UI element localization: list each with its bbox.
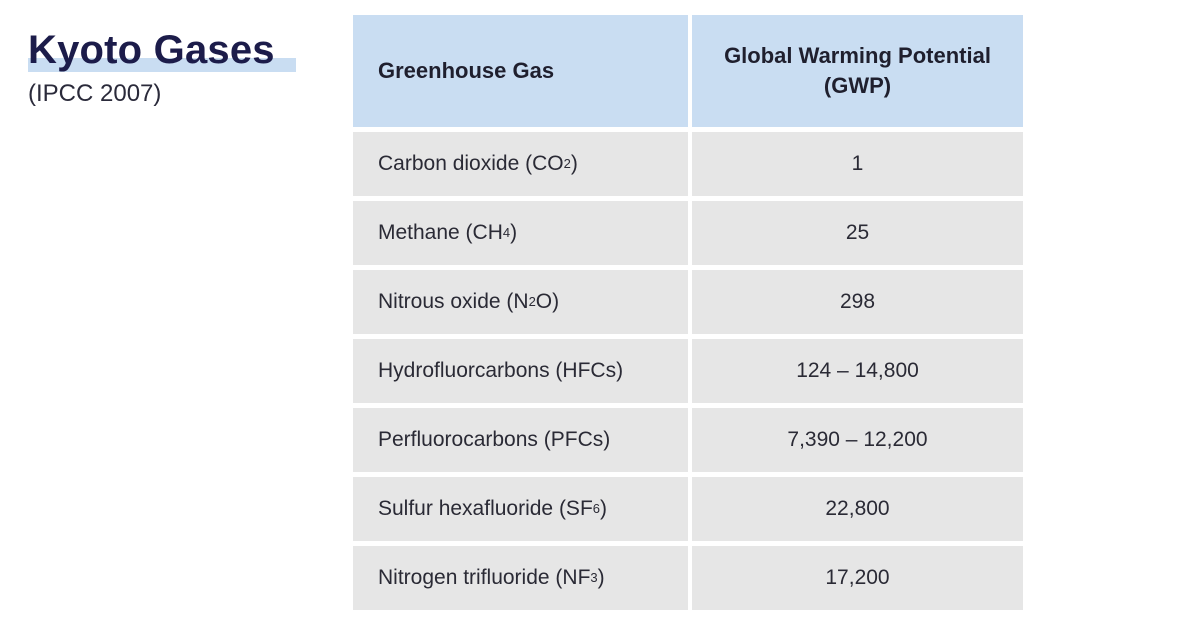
page-title: Kyoto Gases [28, 28, 275, 72]
title-highlight [28, 58, 296, 72]
gwp-value: 22,800 [692, 477, 1023, 541]
gas-suffix: ) [597, 566, 605, 589]
gas-suffix: O) [535, 290, 560, 313]
gas-name-cell: Perfluorocarbons (PFCs) [353, 408, 688, 472]
gas-name: Nitrous oxide (N [378, 290, 529, 313]
page-subtitle: (IPCC 2007) [28, 80, 162, 107]
gas-name: Hydrofluorcarbons (HFCs) [378, 359, 624, 382]
gas-name: Perfluorocarbons (PFCs) [378, 428, 611, 451]
gwp-value: 1 [692, 132, 1023, 196]
gas-suffix: ) [600, 497, 608, 520]
title-block: Kyoto Gases (IPCC 2007) [28, 26, 296, 108]
gas-name-cell: Hydrofluorcarbons (HFCs) [353, 339, 688, 403]
gas-suffix: ) [570, 152, 578, 175]
table-row: Nitrogen trifluoride (NF 3) 17,200 [353, 546, 1023, 610]
gas-name-cell: Methane (CH 4) [353, 201, 688, 265]
gas-name: Methane (CH [378, 221, 503, 244]
gas-suffix: ) [510, 221, 518, 244]
gas-name: Sulfur hexafluoride (SF [378, 497, 593, 520]
table-header-row: Greenhouse Gas Global Warming Potential … [353, 15, 1023, 127]
gas-name-cell: Nitrogen trifluoride (NF 3) [353, 546, 688, 610]
gwp-table: Greenhouse Gas Global Warming Potential … [353, 15, 1023, 615]
gas-name-cell: Sulfur hexafluoride (SF 6) [353, 477, 688, 541]
gwp-value: 7,390 – 12,200 [692, 408, 1023, 472]
gas-name: Carbon dioxide (CO [378, 152, 564, 175]
table-row: Perfluorocarbons (PFCs) 7,390 – 12,200 [353, 408, 1023, 472]
column-header-gwp: Global Warming Potential (GWP) [692, 15, 1023, 127]
table-row: Hydrofluorcarbons (HFCs) 124 – 14,800 [353, 339, 1023, 403]
gas-name-cell: Carbon dioxide (CO 2) [353, 132, 688, 196]
gas-name: Nitrogen trifluoride (NF [378, 566, 591, 589]
table-row: Nitrous oxide (N 2 O) 298 [353, 270, 1023, 334]
table-row: Methane (CH 4) 25 [353, 201, 1023, 265]
table-row: Carbon dioxide (CO 2) 1 [353, 132, 1023, 196]
gwp-value: 298 [692, 270, 1023, 334]
gwp-value: 124 – 14,800 [692, 339, 1023, 403]
table-row: Sulfur hexafluoride (SF 6) 22,800 [353, 477, 1023, 541]
column-header-gas: Greenhouse Gas [353, 15, 688, 127]
gwp-value: 25 [692, 201, 1023, 265]
gas-name-cell: Nitrous oxide (N 2 O) [353, 270, 688, 334]
gwp-value: 17,200 [692, 546, 1023, 610]
